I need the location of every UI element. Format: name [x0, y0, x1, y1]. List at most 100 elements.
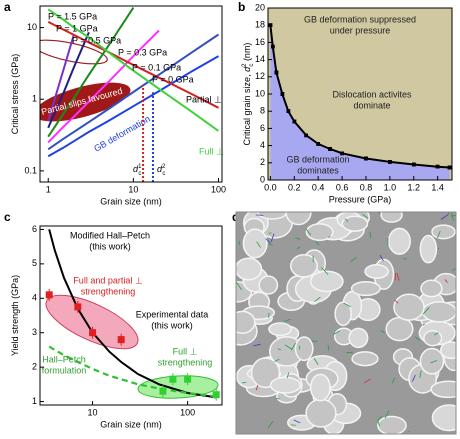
grain	[258, 275, 279, 295]
dislocation	[284, 318, 291, 322]
plot-area	[268, 8, 452, 180]
y-axis-label-text: Yield strength (GPa)	[10, 275, 20, 356]
x-tick-label: 0.8	[360, 182, 373, 192]
grain	[236, 310, 256, 335]
grain	[236, 257, 263, 281]
dislocation	[419, 370, 422, 378]
dislocation	[403, 257, 407, 260]
annotation: P = 0 GPa	[152, 74, 194, 84]
annotation: strengthening	[81, 286, 136, 296]
y-axis-label: Critical grain size, d2c (nm)	[242, 43, 255, 146]
x-tick-label: 0.2	[288, 182, 301, 192]
x-tick-label: 0.0	[264, 182, 277, 192]
dislocation	[242, 381, 247, 384]
x-tick-label: 10	[88, 407, 98, 417]
dislocation	[391, 377, 396, 384]
panel-label: a	[4, 0, 11, 14]
curve	[268, 23, 452, 170]
critical-label-sub: c	[138, 171, 141, 177]
y-tick-label: 2	[260, 157, 265, 167]
series-line	[48, 345, 217, 398]
y-tick-label: 18	[255, 20, 265, 30]
series-label: P = 0.1 GPa	[132, 62, 181, 72]
series-label: P = 1 GPa	[56, 23, 98, 33]
dislocation	[440, 213, 449, 220]
critical-label: d1 c	[133, 164, 142, 177]
dislocation	[313, 357, 319, 365]
x-tick-label: 1.0	[384, 182, 397, 192]
grain	[305, 398, 337, 428]
x-tick-label: 1.2	[408, 182, 421, 192]
grain	[440, 341, 456, 360]
region-red	[45, 294, 139, 350]
grain	[385, 316, 414, 342]
annotation: GB deformation	[286, 154, 349, 164]
grain	[364, 264, 389, 279]
y-tick-label: 20	[255, 2, 265, 12]
dislocation	[314, 240, 320, 246]
dislocation	[379, 254, 384, 262]
dislocation	[452, 267, 456, 272]
x-tick-label: 0.6	[336, 182, 349, 192]
series-line	[47, 34, 75, 122]
annotation: Full and partial ⊥	[73, 275, 143, 285]
grain	[423, 329, 443, 347]
annotation: dominates	[297, 165, 339, 175]
grain	[422, 301, 456, 323]
grain	[242, 228, 268, 259]
grain	[393, 293, 425, 321]
x-tick-label: 1.4	[431, 182, 444, 192]
x-tick-label: 100	[211, 184, 226, 194]
critical-label-symbol: d	[157, 164, 163, 174]
dislocation	[295, 237, 301, 240]
dislocation	[277, 348, 281, 351]
critical-label-symbol: d	[133, 164, 139, 174]
dislocation	[305, 228, 312, 236]
dislocation	[253, 343, 261, 347]
annotation: Dislocation activites	[332, 89, 412, 99]
y-tick-label: 0	[260, 174, 265, 184]
critical-label-sub: c	[162, 171, 165, 177]
series-line	[47, 7, 135, 138]
series-label: P = 0.3 GPa	[118, 47, 167, 57]
grain	[431, 224, 456, 240]
dislocation	[314, 296, 321, 302]
grain	[380, 212, 403, 223]
grain	[430, 380, 456, 399]
data-point	[89, 329, 97, 337]
grain	[309, 270, 344, 293]
y-tick-label: 0.1	[24, 165, 37, 175]
y-tick-label: 3	[32, 327, 37, 337]
dislocation	[394, 299, 399, 304]
grain	[294, 336, 314, 362]
series-line	[47, 29, 160, 144]
critical-label-sup: 2	[162, 164, 166, 170]
micrograph	[236, 212, 456, 434]
dislocation	[437, 230, 441, 239]
y-tick-label: 1	[32, 94, 37, 104]
data-point	[169, 375, 177, 383]
y-tick-label: 1	[32, 396, 37, 406]
dislocation	[363, 378, 371, 384]
micrograph-frame	[235, 211, 457, 435]
plot-area	[40, 7, 220, 158]
x-axis-label: Pressure (GPa)	[329, 194, 392, 204]
dislocation	[236, 281, 242, 291]
dislocation	[284, 344, 293, 350]
grain	[419, 347, 445, 375]
dislocation	[328, 236, 331, 238]
y-axis-label-sup: 2	[242, 63, 248, 67]
dislocation	[422, 323, 425, 326]
grain	[431, 404, 456, 432]
x-tick-label: 10	[128, 184, 138, 194]
dislocation	[267, 420, 274, 429]
grain	[419, 234, 438, 264]
y-tick-label: 10	[27, 22, 37, 32]
data-point	[45, 291, 53, 299]
y-tick-label: 12	[255, 71, 265, 81]
data-point	[184, 375, 192, 383]
dislocation	[256, 241, 261, 248]
dislocation	[333, 330, 340, 335]
y-axis-label: Critical stress (GPa)	[10, 54, 20, 135]
